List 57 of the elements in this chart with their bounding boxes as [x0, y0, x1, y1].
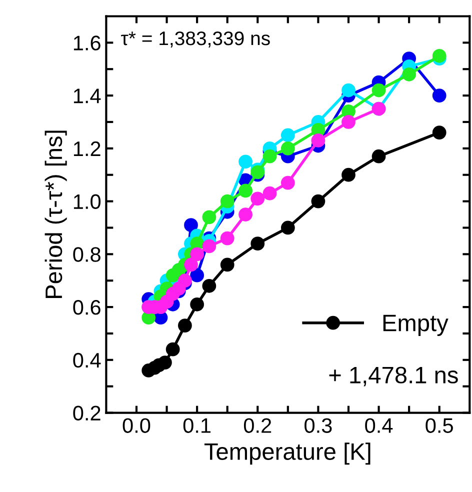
point: [372, 149, 386, 164]
point: [220, 194, 234, 208]
point: [220, 231, 234, 246]
point: [178, 274, 192, 288]
point: [432, 48, 446, 63]
point: [280, 128, 295, 142]
point: [184, 218, 198, 232]
y-tick-label: 1.2: [74, 141, 100, 156]
point: [432, 88, 446, 102]
point: [262, 186, 277, 200]
point: [250, 165, 265, 180]
point: [280, 176, 295, 190]
point: [342, 83, 356, 98]
y-tick-label: 0.2: [73, 406, 100, 421]
point: [190, 268, 204, 282]
annotation: + 1,478.1 ns: [329, 366, 458, 386]
y-tick-label: 0.6: [73, 300, 100, 315]
point: [250, 236, 265, 251]
y-tick-label: 0.4: [73, 352, 101, 368]
point: [262, 149, 277, 164]
x-tick-label: 0.3: [304, 418, 332, 433]
annotation: τ* = 1,383,339 ns: [121, 31, 270, 48]
point: [238, 208, 252, 222]
point: [311, 194, 326, 208]
point: [238, 154, 252, 169]
point: [202, 278, 216, 293]
point: [220, 258, 234, 272]
x-tick-label: 0.2: [244, 418, 272, 433]
point: [158, 356, 172, 370]
x-axis-title: Temperature [K]: [204, 442, 370, 465]
y-tick-label: 0.8: [73, 247, 100, 262]
x-tick-label: 0.1: [183, 418, 211, 433]
y-axis-title: Period (τ-τ*) [ns]: [44, 130, 67, 298]
point: [202, 210, 216, 224]
x-tick-label: 0.0: [122, 418, 150, 433]
point: [280, 141, 295, 156]
point: [166, 342, 180, 356]
point: [342, 168, 356, 182]
point: [238, 184, 252, 198]
point: [432, 126, 446, 140]
point: [280, 220, 295, 235]
x-tick-label: 0.4: [365, 418, 393, 433]
y-tick-label: 1.4: [74, 88, 101, 104]
point: [190, 247, 204, 262]
point: [372, 83, 386, 98]
legend-label: Empty: [383, 314, 448, 336]
x-tick-label: 0.5: [426, 418, 453, 433]
point: [342, 115, 356, 129]
point: [202, 239, 216, 254]
point: [178, 318, 192, 332]
point: [250, 192, 265, 206]
y-tick-label: 1.6: [74, 36, 100, 50]
point: [402, 67, 416, 82]
point: [311, 134, 326, 148]
point: [184, 258, 198, 272]
y-tick-label: 1.0: [74, 194, 101, 210]
point: [190, 297, 204, 312]
